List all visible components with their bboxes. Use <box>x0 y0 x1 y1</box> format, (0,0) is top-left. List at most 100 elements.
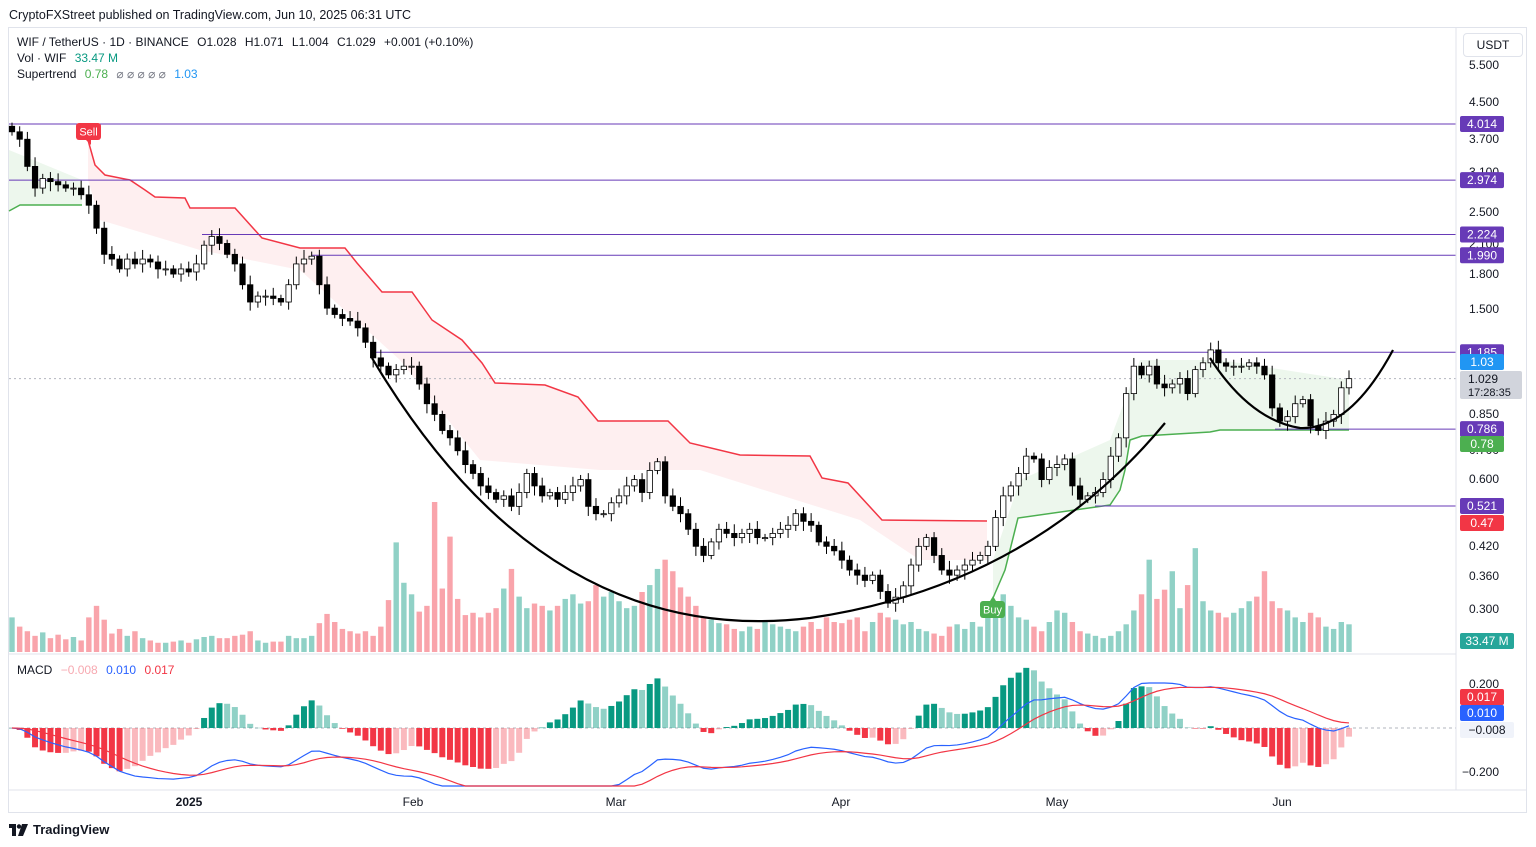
volume-bar <box>1115 631 1122 652</box>
volume-bar <box>270 641 276 652</box>
macd-histogram-bar <box>185 728 192 736</box>
volume-bar <box>1077 631 1083 652</box>
candle-body <box>231 253 238 265</box>
volume-bar <box>1207 610 1214 652</box>
macd-histogram-bar <box>285 725 292 728</box>
macd-histogram-bar <box>892 728 899 744</box>
volume-bar <box>1338 622 1345 652</box>
macd-histogram-bar <box>600 708 607 728</box>
volume-price-box <box>1460 633 1514 649</box>
volume-price-label: 33.47 M <box>1465 634 1508 648</box>
volume-bar <box>393 542 399 652</box>
buy-signal[interactable]: Buy <box>980 596 1005 618</box>
volume-bar <box>624 608 630 652</box>
macd-histogram-bar <box>1153 696 1160 728</box>
volume-bar <box>1146 559 1152 652</box>
candle-body <box>270 295 277 299</box>
currency-selector[interactable]: USDT <box>1463 33 1523 57</box>
volume-bar <box>262 642 269 652</box>
candle-body <box>1115 437 1122 457</box>
candle-body <box>1146 365 1153 376</box>
volume-bar <box>1008 605 1014 652</box>
axes-layer: 2025 Feb Mar Apr May Jun5.5004.5003.7003.1002… <box>9 28 1526 809</box>
volume-bar <box>116 628 123 652</box>
candle-body <box>577 479 584 487</box>
candle-body <box>1184 378 1191 395</box>
macd-line <box>11 682 1350 787</box>
volume-bar <box>1307 612 1314 652</box>
volume-bar <box>47 638 54 652</box>
macd-histogram-bar <box>85 728 92 752</box>
volume-bar <box>631 605 638 652</box>
macd-histogram-bar <box>147 728 154 756</box>
volume-bar <box>869 622 876 652</box>
candle-body <box>154 261 162 270</box>
candle-body <box>85 194 92 206</box>
macd-histogram-bar <box>1238 728 1245 741</box>
symbol-legend-row[interactable]: WIF / TetherUS · 1D · BINANCE O1.028 H1.… <box>17 34 478 50</box>
candle-body <box>254 295 261 303</box>
macd-pane: 0.200 −0.200 <box>9 667 1499 787</box>
macd-legend[interactable]: MACD −0.008 0.010 0.017 <box>17 663 179 677</box>
candle-body <box>354 320 361 329</box>
macd-histogram-bar <box>1046 688 1053 728</box>
macd-histogram-bar <box>339 728 346 729</box>
candle-body <box>877 574 884 592</box>
symbol-name[interactable]: WIF / TetherUS · 1D · BINANCE <box>17 35 189 49</box>
candle-body <box>592 505 600 515</box>
macd-histogram-bar <box>1253 728 1260 744</box>
candle-body <box>1269 374 1276 409</box>
sell-signal[interactable]: Sell <box>76 123 101 145</box>
candle-body <box>738 533 746 539</box>
volume-legend-row[interactable]: Vol · WIF 33.47 M <box>17 50 478 66</box>
level-price-label-bg <box>1460 116 1504 132</box>
volume-bar <box>408 594 415 652</box>
macd-histogram-bar <box>938 707 945 728</box>
price-axis-tick: 0.420 <box>1469 539 1499 553</box>
volume-bar <box>992 601 999 652</box>
candle-body <box>546 492 553 497</box>
macd-histogram-bar <box>808 705 815 728</box>
low-value: L1.004 <box>291 35 329 49</box>
price-axis-tick: 5.500 <box>1469 58 1499 72</box>
candle-body <box>1246 362 1253 367</box>
volume-bar <box>362 631 369 652</box>
macd-histogram-axis-label: −0.008 <box>1468 723 1505 737</box>
supertrend-prior-label: 0.47 <box>1470 516 1494 530</box>
macd-histogram-bar <box>316 705 323 728</box>
volume-bar <box>155 642 161 652</box>
macd-histogram-bar <box>377 728 384 751</box>
macd-histogram-bar <box>201 717 208 728</box>
macd-axis-tick: −0.200 <box>1462 765 1499 779</box>
candle-body <box>685 513 692 530</box>
macd-histogram-bar <box>70 728 77 752</box>
volume-bar <box>9 617 15 652</box>
candle-body <box>969 559 976 566</box>
supertrend-legend-row[interactable]: Supertrend 0.78 ⌀ ⌀ ⌀ ⌀ ⌀ 1.03 <box>17 66 478 82</box>
volume-bar <box>1123 624 1129 652</box>
macd-histogram-bar <box>178 728 185 740</box>
macd-histogram-bar <box>884 728 891 745</box>
volume-bar <box>124 635 130 652</box>
macd-histogram-bar <box>554 719 561 728</box>
macd-histogram-bar <box>1130 688 1137 728</box>
macd-histogram-bar <box>1330 728 1337 760</box>
tradingview-logo[interactable]: TradingView <box>9 822 109 837</box>
candle-body <box>600 513 607 516</box>
candle-body <box>300 258 308 265</box>
macd-histogram-bar <box>1184 727 1191 729</box>
volume-bar <box>324 613 330 652</box>
macd-histogram-bar <box>523 728 530 739</box>
candle-body <box>1215 349 1222 364</box>
candle-body <box>1015 473 1022 487</box>
price-axis-tick: 3.700 <box>1469 132 1499 146</box>
macd-histogram-bar <box>101 728 108 764</box>
volume-bar <box>1238 608 1245 652</box>
macd-histogram-bar <box>47 728 54 753</box>
volume-bar <box>777 626 784 652</box>
supertrend-prior-label-bg <box>1460 515 1504 531</box>
candle-body <box>1061 458 1068 466</box>
candle-body <box>861 574 869 581</box>
volume-bar <box>885 617 891 652</box>
